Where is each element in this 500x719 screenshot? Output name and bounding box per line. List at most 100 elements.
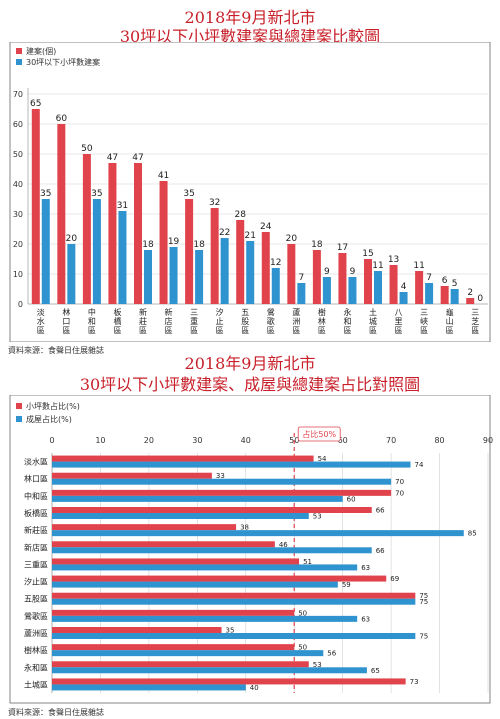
x-tick-label-char: 和 bbox=[88, 317, 96, 326]
x-tick-label-char: 區 bbox=[190, 326, 198, 335]
bar-completed-pct-6 bbox=[52, 564, 358, 571]
data-label: 22 bbox=[219, 228, 230, 238]
bar-completed-pct-4 bbox=[52, 530, 464, 537]
legend-label: 小坪數占比(%) bbox=[26, 401, 80, 411]
vertical-bar-chart: 010203040506070建案(個)30坪以下小坪數建案6535淡水區602… bbox=[9, 42, 491, 342]
data-label: 5 bbox=[452, 279, 458, 289]
bar-small-pct-4 bbox=[52, 524, 237, 531]
y-tick-label: 板橋區 bbox=[24, 508, 48, 518]
data-label: 73 bbox=[410, 678, 419, 686]
y-tick-label: 50 bbox=[13, 150, 23, 159]
data-label: 85 bbox=[468, 530, 477, 538]
top-source-note: 資料來源：食聲日住展雜誌 bbox=[8, 346, 104, 355]
legend-label: 建案(個) bbox=[26, 46, 56, 56]
bar-total-13 bbox=[364, 259, 372, 304]
data-label: 75 bbox=[419, 592, 428, 600]
bar-completed-pct-2 bbox=[52, 495, 343, 502]
x-tick-label: 20 bbox=[144, 436, 154, 445]
bar-completed-pct-9 bbox=[52, 615, 358, 622]
legend-label: 30坪以下小坪數建案 bbox=[26, 57, 100, 67]
y-tick-label: 70 bbox=[13, 90, 23, 99]
x-tick-label-char: 區 bbox=[267, 326, 275, 335]
bar-small-0 bbox=[41, 199, 50, 304]
data-label: 75 bbox=[419, 598, 428, 606]
data-label: 31 bbox=[117, 201, 128, 211]
x-tick-label: 30 bbox=[192, 436, 202, 445]
data-label: 32 bbox=[209, 198, 220, 208]
legend-swatch-blue bbox=[16, 59, 22, 65]
x-tick-label-char: 口 bbox=[62, 317, 70, 326]
data-label: 50 bbox=[298, 609, 307, 617]
x-tick-label-char: 和 bbox=[343, 317, 351, 326]
data-label: 18 bbox=[311, 240, 323, 250]
data-label: 20 bbox=[66, 234, 78, 244]
x-tick-label: 10 bbox=[95, 436, 105, 445]
data-label: 41 bbox=[158, 171, 169, 181]
y-tick-label: 60 bbox=[13, 120, 23, 129]
x-tick-label-char: 芝 bbox=[471, 316, 479, 326]
bar-small-1 bbox=[67, 244, 76, 304]
x-tick-label-char: 板 bbox=[113, 307, 121, 317]
bar-small-pct-10 bbox=[52, 627, 222, 633]
data-label: 50 bbox=[298, 644, 307, 652]
x-tick-label-char: 淡 bbox=[37, 308, 45, 317]
legend-swatch-red bbox=[16, 403, 22, 409]
x-tick-label-char: 區 bbox=[318, 326, 326, 335]
bar-small-pct-5 bbox=[52, 541, 275, 548]
data-label: 53 bbox=[313, 513, 322, 521]
bar-total-15 bbox=[415, 271, 424, 304]
bar-small-pct-13 bbox=[52, 678, 406, 685]
x-tick-label-char: 里 bbox=[395, 317, 403, 326]
data-label: 38 bbox=[240, 524, 249, 532]
data-label: 51 bbox=[303, 558, 312, 566]
data-label: 60 bbox=[347, 495, 356, 503]
x-tick-label-char: 區 bbox=[216, 326, 224, 335]
data-label: 63 bbox=[361, 615, 370, 623]
data-label: 13 bbox=[388, 255, 399, 265]
bar-small-15 bbox=[425, 283, 434, 304]
data-label: 11 bbox=[413, 261, 424, 271]
bar-total-7 bbox=[210, 208, 219, 304]
reference-label-box bbox=[297, 426, 341, 442]
x-tick-label-char: 莊 bbox=[139, 316, 147, 326]
bar-total-8 bbox=[236, 220, 245, 304]
data-label: 18 bbox=[193, 240, 205, 250]
x-tick-label-char: 中 bbox=[88, 307, 96, 317]
x-tick-label-char: 蘆 bbox=[292, 307, 300, 317]
legend-label: 成屋占比(%) bbox=[26, 414, 72, 424]
bar-small-pct-8 bbox=[52, 592, 416, 599]
bar-small-9 bbox=[271, 268, 280, 304]
data-label: 54 bbox=[318, 455, 327, 463]
bar-small-pct-9 bbox=[52, 609, 295, 616]
bar-total-11 bbox=[312, 250, 321, 304]
y-tick-label: 10 bbox=[13, 270, 23, 279]
x-tick-label-char: 區 bbox=[369, 326, 377, 335]
bar-small-11 bbox=[322, 277, 331, 304]
bar-small-pct-3 bbox=[52, 507, 372, 513]
bar-total-4 bbox=[134, 163, 142, 304]
x-tick-label-char: 區 bbox=[292, 326, 300, 335]
data-label: 7 bbox=[426, 273, 432, 283]
bar-small-pct-11 bbox=[52, 644, 295, 651]
x-tick-label: 40 bbox=[241, 436, 251, 445]
x-tick-label-char: 橋 bbox=[113, 316, 121, 326]
y-tick-label: 林口區 bbox=[24, 474, 48, 484]
data-label: 9 bbox=[324, 267, 330, 277]
x-tick-label-char: 區 bbox=[88, 326, 96, 335]
bottom-chart-title-line2: 30坪以下小坪數建案、成屋與總建案占比對照圖 bbox=[79, 375, 421, 394]
bar-small-pct-1 bbox=[52, 472, 212, 479]
bar-completed-pct-8 bbox=[52, 598, 416, 605]
y-tick-label: 40 bbox=[13, 180, 23, 189]
top-chart-title-line2: 30坪以下小坪數建案與總建案比較圖 bbox=[119, 27, 381, 46]
y-tick-label: 淡水區 bbox=[24, 457, 48, 467]
legend-swatch-blue bbox=[16, 416, 22, 422]
bar-total-3 bbox=[108, 163, 117, 304]
bar-completed-pct-10 bbox=[52, 633, 416, 639]
y-tick-label: 三重區 bbox=[24, 559, 48, 569]
data-label: 35 bbox=[226, 627, 235, 635]
bar-completed-pct-1 bbox=[52, 478, 392, 485]
data-label: 12 bbox=[270, 258, 281, 268]
bar-small-16 bbox=[450, 289, 459, 304]
x-tick-label-char: 永 bbox=[343, 307, 351, 317]
data-label: 24 bbox=[260, 222, 272, 232]
